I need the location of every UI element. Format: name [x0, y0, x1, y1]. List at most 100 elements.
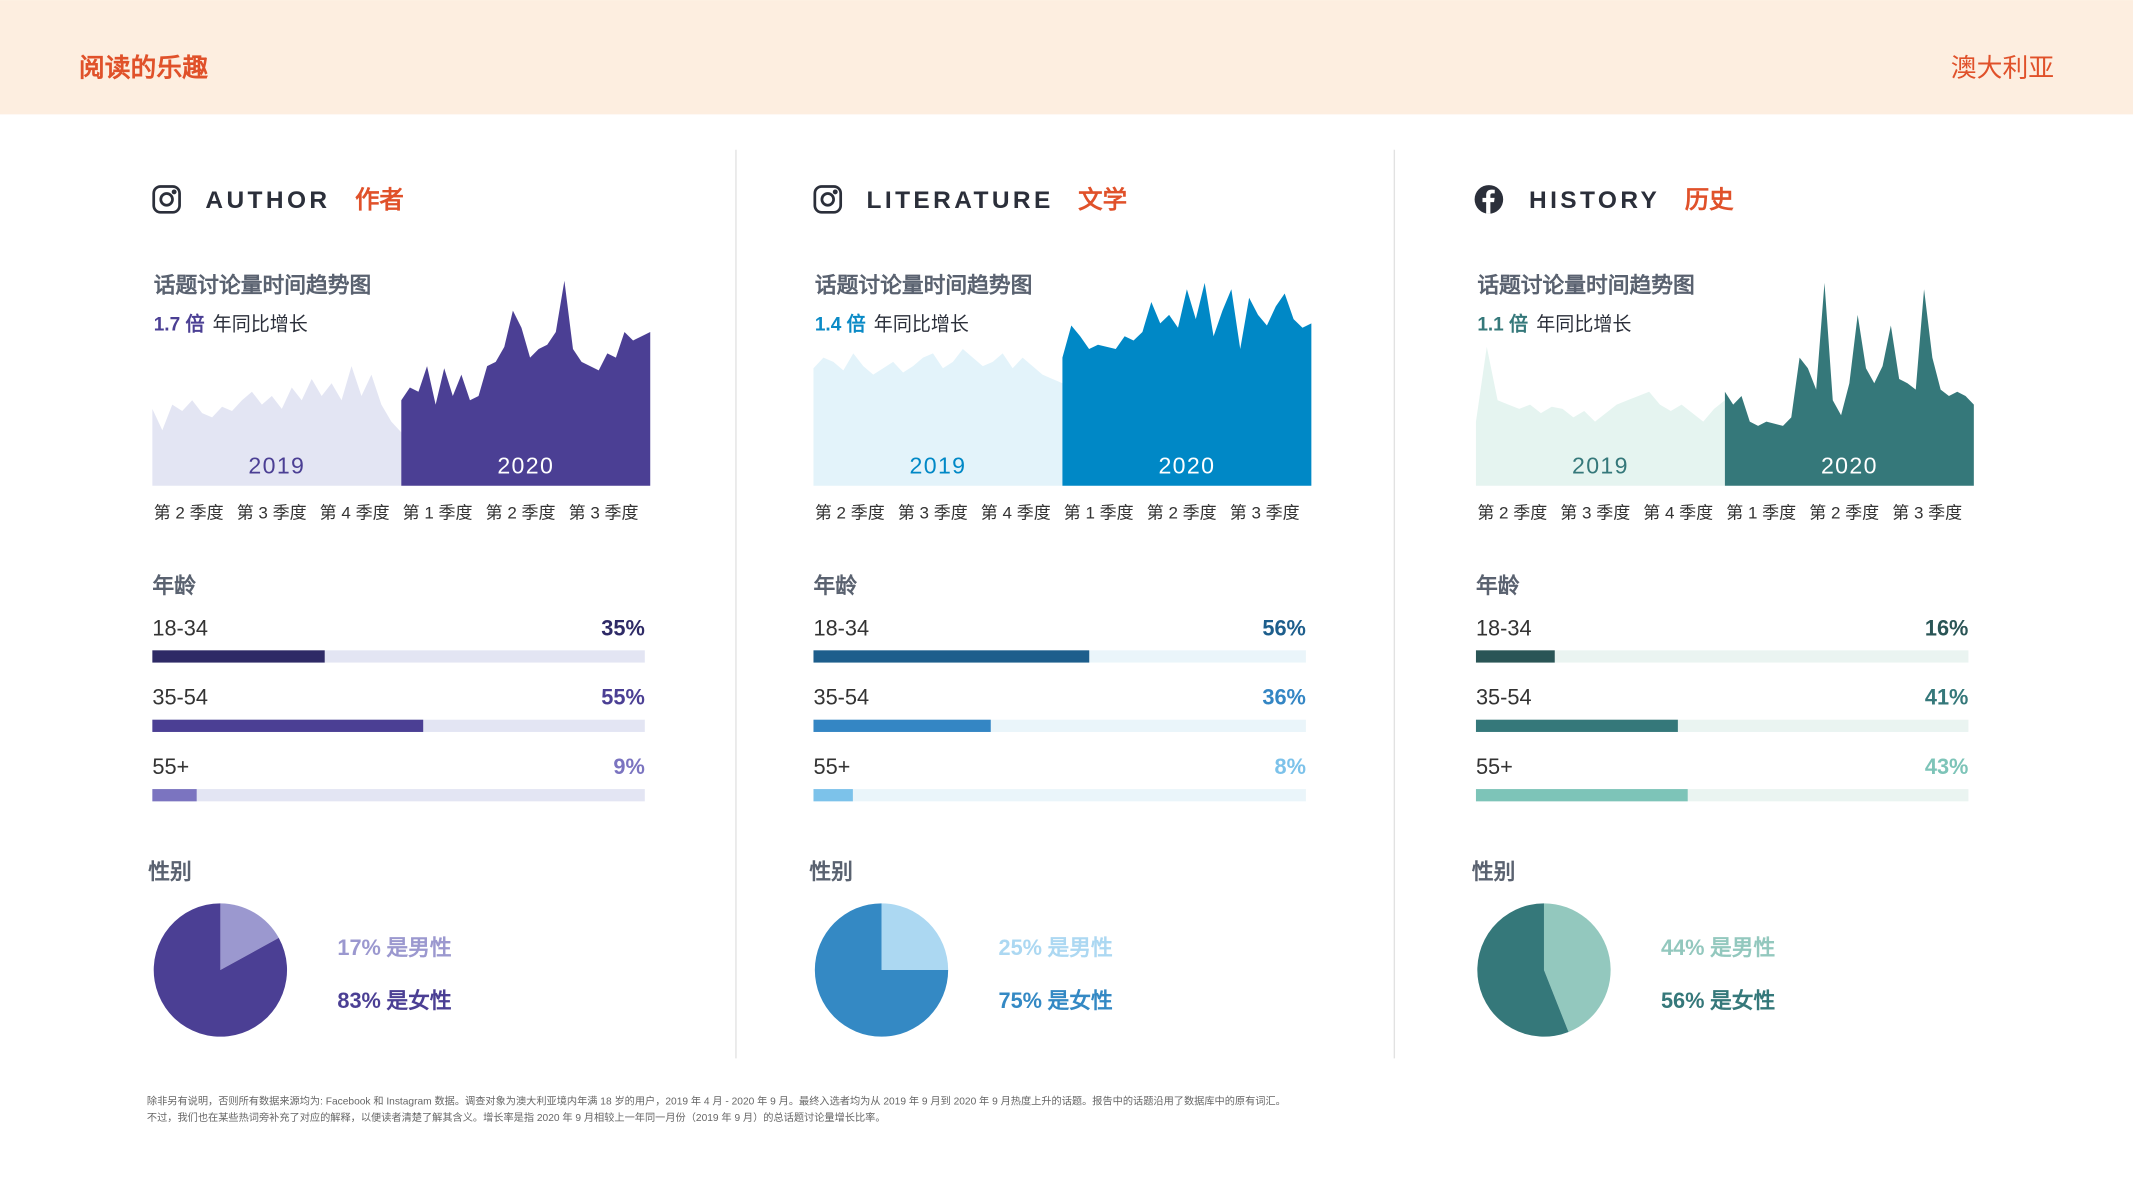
x-tick-label: 第 3 季度	[1230, 503, 1300, 522]
pie-slice	[881, 903, 949, 971]
chart-title: 性别	[1472, 859, 1516, 884]
pie-value: 25%	[998, 935, 1042, 960]
panel-title: LITERATURE 文学	[867, 185, 1128, 214]
value-label: 16%	[1925, 615, 1969, 640]
pie-label: 56% 是女性	[1661, 988, 1775, 1013]
bar	[1475, 789, 1688, 802]
pie-value: 17%	[337, 935, 381, 960]
growth-text: 年同比增长	[213, 314, 308, 336]
bar	[813, 789, 853, 802]
footnote: 不过，我们也在某些热词旁补充了对应的解释，以便读者清楚了解其含义。增长率是指 2…	[147, 1111, 886, 1124]
pie-label: 17% 是男性	[337, 935, 451, 960]
series-label: 2020	[1158, 452, 1215, 478]
series-label: 2020	[1821, 452, 1878, 478]
category-label: 55+	[813, 754, 850, 779]
growth-value: 1.1 倍	[1477, 313, 1528, 336]
pie-value: 56%	[1661, 988, 1705, 1013]
chart-title: 性别	[809, 859, 852, 884]
bar	[152, 789, 197, 802]
panel-name: AUTHOR	[205, 187, 330, 214]
series-label: 2019	[910, 452, 967, 478]
category-label: 18-34	[813, 615, 869, 640]
category-label: 35-54	[1476, 685, 1532, 710]
chart-title: 年龄	[152, 573, 196, 598]
chart-title: 话题讨论量时间趋势图	[1477, 273, 1694, 298]
x-tick-label: 第 4 季度	[320, 503, 390, 522]
pie-label: 25% 是男性	[998, 935, 1112, 960]
x-tick-label: 第 2 季度	[815, 503, 885, 522]
value-label: 56%	[1262, 615, 1306, 640]
growth-value: 1.4 倍	[815, 313, 866, 336]
value-label: 55%	[601, 685, 645, 710]
value-label: 43%	[1925, 754, 1969, 779]
x-tick-label: 第 1 季度	[1064, 503, 1134, 522]
value-label: 35%	[601, 615, 645, 640]
bar-track	[1475, 650, 1969, 663]
x-tick-label: 第 4 季度	[981, 503, 1051, 522]
x-tick-label: 第 2 季度	[1147, 503, 1217, 522]
pie-value: 44%	[1661, 935, 1705, 960]
x-tick-label: 第 2 季度	[1477, 503, 1547, 522]
area	[152, 366, 402, 486]
region: 澳大利亚	[1951, 53, 2054, 82]
x-tick-label: 第 3 季度	[898, 503, 968, 522]
bar	[1475, 650, 1555, 663]
category-label: 55+	[1476, 754, 1513, 779]
x-tick-label: 第 3 季度	[1560, 503, 1630, 522]
chart-title: 年龄	[1476, 573, 1520, 598]
chart-title: 年龄	[813, 573, 857, 598]
pie-category: 是女性	[386, 988, 451, 1013]
bar	[152, 650, 325, 663]
x-tick-label: 第 2 季度	[1809, 503, 1879, 522]
chart-title: 话题讨论量时间趋势图	[154, 273, 371, 298]
growth-text: 年同比增长	[874, 314, 969, 336]
pie-label: 44% 是男性	[1661, 935, 1775, 960]
pie-category: 是女性	[1710, 988, 1776, 1013]
value-label: 36%	[1262, 685, 1306, 710]
bar-track	[813, 789, 1306, 802]
facebook-icon	[1474, 185, 1504, 214]
panel-name-zh: 作者	[355, 186, 404, 214]
series-label: 2020	[497, 452, 554, 478]
x-tick-label: 第 1 季度	[1726, 503, 1796, 522]
pie-slice	[153, 903, 288, 1037]
series-label: 2019	[248, 452, 305, 478]
category-label: 55+	[152, 754, 189, 779]
header-band	[0, 0, 2133, 115]
x-tick-label: 第 1 季度	[403, 503, 473, 522]
instagram-icon	[813, 185, 843, 214]
series-label: 2019	[1572, 452, 1629, 478]
x-tick-label: 第 2 季度	[154, 503, 224, 522]
pie-slice	[814, 903, 949, 1037]
chart-title: 话题讨论量时间趋势图	[815, 273, 1033, 298]
bar	[1475, 719, 1678, 732]
page-title: 阅读的乐趣	[79, 52, 208, 82]
panel-name-zh: 历史	[1685, 186, 1734, 214]
growth-text: 年同比增长	[1536, 314, 1631, 336]
area	[1475, 346, 1725, 486]
x-tick-label: 第 3 季度	[569, 503, 639, 522]
pie-label: 83% 是女性	[337, 988, 451, 1013]
panel-name: LITERATURE	[867, 187, 1054, 214]
x-tick-label: 第 4 季度	[1643, 503, 1713, 522]
area	[1724, 282, 1974, 486]
pie-slice	[1543, 903, 1611, 1032]
bar-track	[152, 789, 645, 802]
category-label: 18-34	[1476, 615, 1532, 640]
x-tick-label: 第 3 季度	[237, 503, 307, 522]
growth-value: 1.7 倍	[154, 313, 205, 336]
bar	[152, 719, 424, 732]
growth: 1.4 倍年同比增长	[815, 313, 969, 336]
instagram-icon	[152, 185, 181, 214]
panel-title: AUTHOR 作者	[205, 186, 404, 214]
category-label: 35-54	[152, 685, 208, 710]
panel-title: HISTORY 历史	[1529, 186, 1734, 214]
pie-value: 83%	[337, 988, 381, 1013]
growth: 1.1 倍年同比增长	[1477, 313, 1631, 336]
pie-value: 75%	[998, 988, 1042, 1013]
x-tick-label: 第 3 季度	[1892, 503, 1962, 522]
category-label: 35-54	[813, 685, 869, 710]
pie-category: 是男性	[1710, 935, 1776, 960]
pie-category: 是男性	[1047, 935, 1113, 960]
area	[813, 349, 1063, 486]
